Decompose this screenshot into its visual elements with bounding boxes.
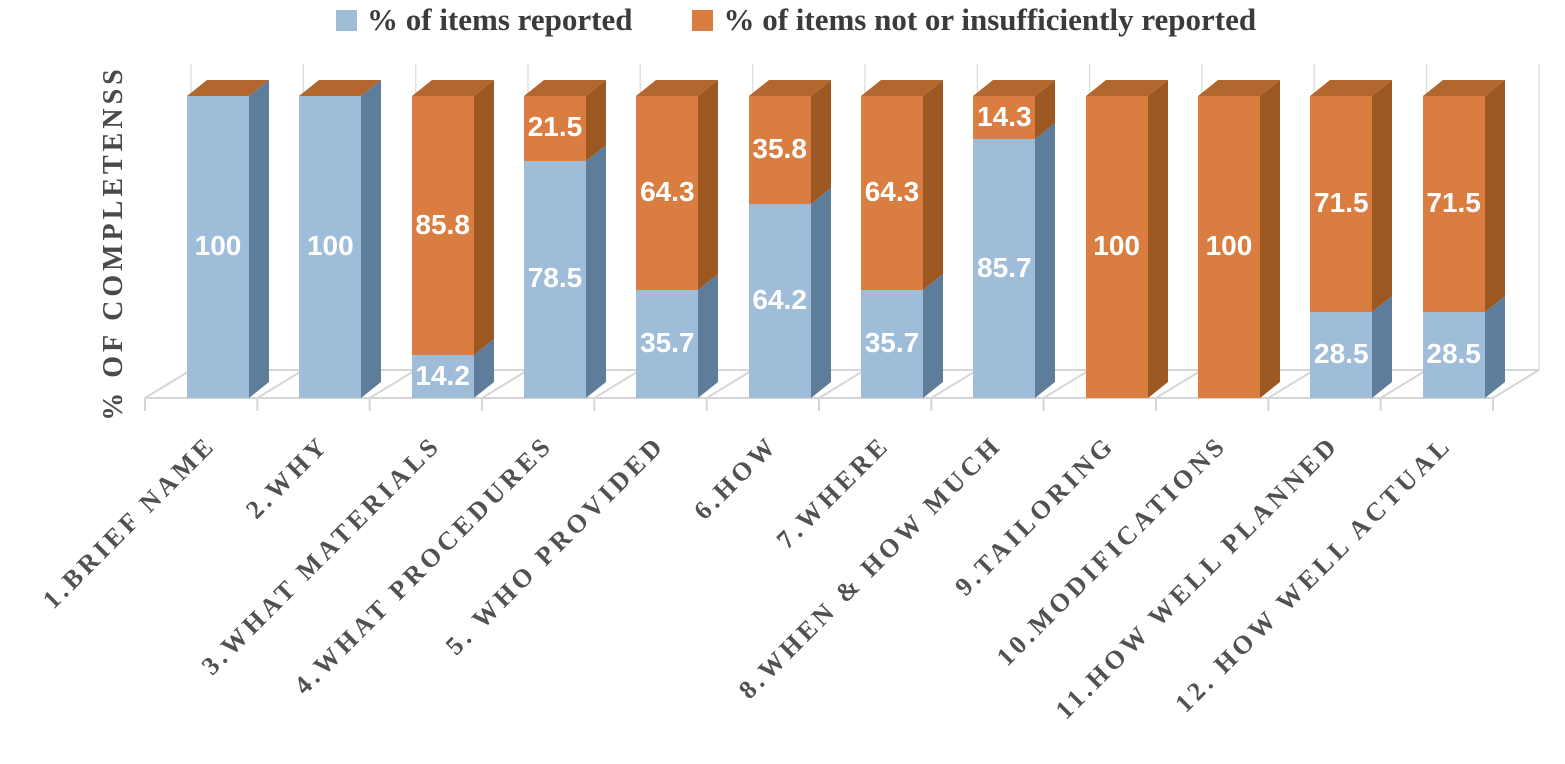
bar-segment-front: [1085, 96, 1148, 398]
bar-value-label: 35.7: [640, 327, 695, 359]
legend-item-not-reported: % of items not or insufficiently reporte…: [692, 2, 1256, 38]
legend-swatch-reported-icon: [336, 9, 357, 31]
bar-segment-front: [748, 96, 811, 205]
legend: % of items reported % of items not or in…: [336, 2, 1256, 38]
bar-segment-front: [1197, 96, 1260, 398]
bar-value-label: 85.7: [977, 251, 1032, 283]
bar-segment-front: [523, 96, 586, 161]
bar-segment-front: [1310, 96, 1373, 312]
bar-segment-front: [748, 204, 811, 398]
bar-segment-front: [860, 96, 923, 291]
bar-segment-front: [523, 160, 586, 398]
bar-value-label: 35.8: [752, 133, 807, 165]
bar-value-label: 100: [1205, 230, 1253, 261]
bar-value-label: 14.3: [977, 100, 1032, 132]
bar-value-label: 78.5: [527, 262, 583, 294]
bar-value-label: 100: [1093, 230, 1140, 261]
bar-value-label: 71.5: [1314, 186, 1369, 218]
bar-value-label: 100: [194, 230, 242, 261]
bar-value-label: 28.5: [1314, 337, 1369, 369]
bar-segment-front: [1422, 96, 1485, 312]
bar-value-label: 35.7: [864, 327, 920, 359]
bar-value-label: 64.2: [752, 284, 807, 316]
bar-value-label: 64.3: [640, 176, 695, 208]
bar-value-label: 64.3: [864, 176, 920, 208]
bar-value-label: 28.5: [1426, 337, 1481, 369]
bar-segment-front: [1310, 311, 1373, 398]
bar-segment-front: [973, 139, 1036, 398]
bar-segment-front: [411, 96, 474, 356]
legend-item-reported: % of items reported: [336, 2, 632, 38]
bar-segment-front: [860, 290, 923, 398]
bar-segment-front: [411, 355, 474, 398]
legend-swatch-not-reported-icon: [692, 9, 714, 31]
legend-label-not-reported: % of items not or insufficiently reporte…: [723, 2, 1257, 37]
bar-value-label: 85.8: [415, 208, 470, 240]
legend-label-reported: % of items reported: [367, 2, 633, 37]
bar-value-label: 71.5: [1426, 186, 1481, 218]
bar-segment-front: [1422, 311, 1485, 398]
bar-value-label: 21.5: [527, 111, 583, 143]
bar-segment-front: [187, 96, 249, 398]
bar-segment-front: [299, 96, 362, 398]
bar-segment-front: [636, 96, 699, 291]
bar-value-label: 100: [306, 230, 354, 261]
bar-value-label: 14.2: [415, 359, 470, 391]
bar-segment-front: [973, 96, 1036, 140]
bar-segment-front: [636, 290, 699, 398]
